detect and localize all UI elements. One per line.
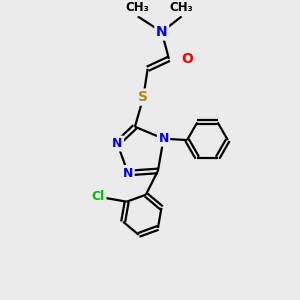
Text: N: N (156, 25, 168, 39)
Text: N: N (112, 137, 122, 150)
Text: CH₃: CH₃ (170, 1, 194, 14)
Text: S: S (138, 90, 148, 104)
Text: N: N (158, 132, 169, 145)
Text: O: O (181, 52, 193, 66)
Text: CH₃: CH₃ (126, 1, 150, 14)
Text: Cl: Cl (92, 190, 105, 202)
Text: N: N (123, 167, 133, 179)
